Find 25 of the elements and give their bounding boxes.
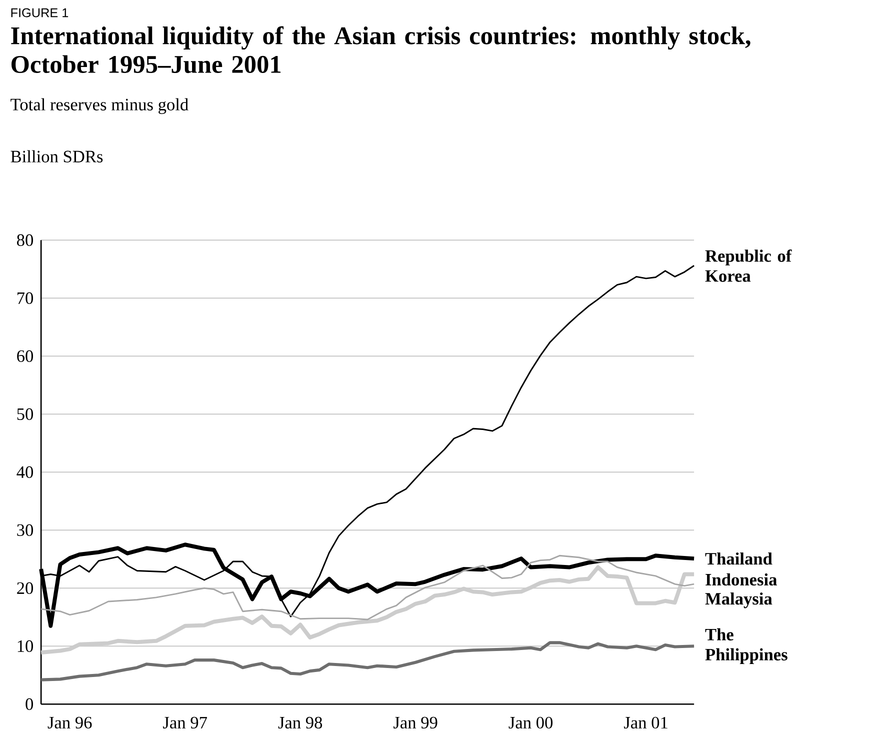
y-tick-label: 70	[17, 292, 34, 304]
series-label: Republic of Korea	[705, 249, 792, 282]
y-tick-label: 30	[17, 524, 34, 536]
x-tick-label: Jan 99	[394, 716, 438, 728]
chart-title: International liquidity of the Asian crisis countries: monthly stock, October 1995–June 2001	[11, 26, 750, 74]
y-axis-title: Billion SDRs	[10, 150, 103, 162]
y-tick-label: 20	[17, 582, 34, 594]
series-label: Indonesia	[706, 573, 777, 586]
x-tick-label: Jan 98	[278, 716, 322, 729]
series-label: Malaysia	[705, 592, 772, 608]
x-tick-label: Jan 01	[624, 716, 668, 729]
x-tick-label: Jan 00	[508, 716, 553, 729]
y-tick-label: 40	[16, 466, 34, 478]
x-tick-label: Jan 96	[48, 716, 92, 728]
x-tick-label: Jan 97	[163, 716, 207, 728]
y-tick-label: 60	[17, 350, 34, 362]
chart-subtitle: Total reserves minus gold	[10, 98, 188, 114]
line-series	[40, 641, 696, 682]
caption: FIGURE 1	[11, 8, 68, 18]
series-label: Thailand	[705, 552, 772, 565]
series-label: The Philippines	[705, 628, 788, 664]
y-tick-label: 50	[17, 408, 34, 420]
y-tick-label: 10	[18, 640, 34, 652]
y-tick-label: 0	[26, 698, 34, 710]
y-tick-label: 80	[17, 234, 34, 246]
